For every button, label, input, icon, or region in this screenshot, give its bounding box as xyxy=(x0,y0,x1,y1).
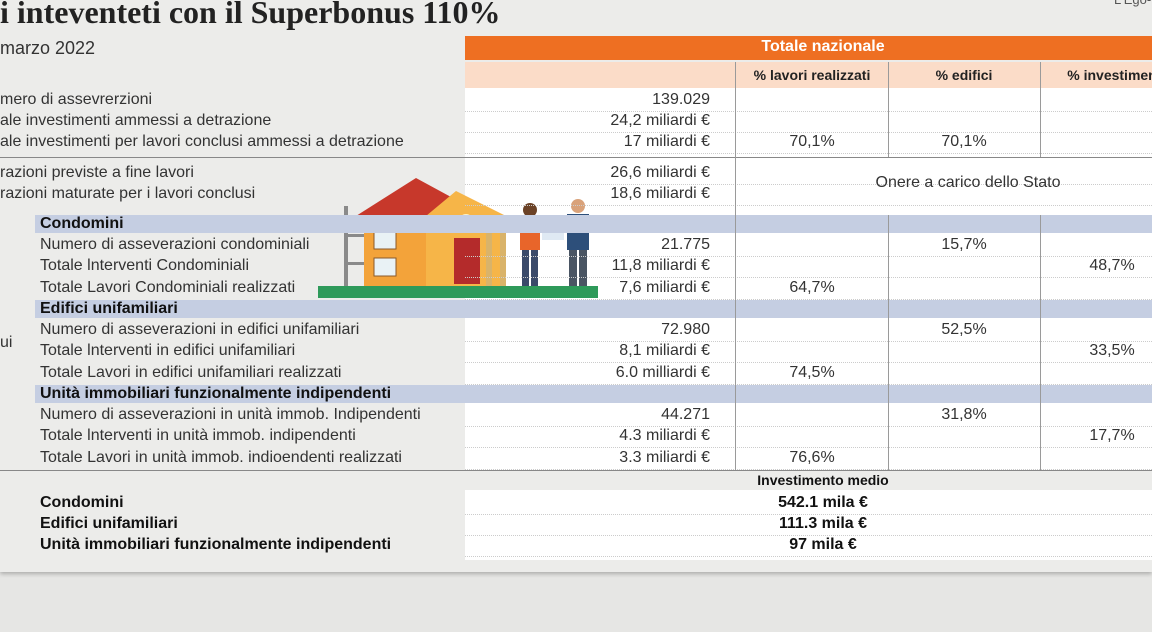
avg-label: Unità immobiliari funzionalmente indipen… xyxy=(40,536,392,554)
column-header: % investimen xyxy=(1067,67,1152,83)
source: L'Ego- xyxy=(1114,0,1151,10)
row-value: 26,6 miliardi € xyxy=(610,164,710,181)
avg-label: Edifici unifamiliari xyxy=(40,515,178,533)
row-value: 24,2 miliardi € xyxy=(610,112,710,129)
row-separator xyxy=(465,447,1152,449)
row-label: Totale lnterventi in edifici unifamiliar… xyxy=(40,342,296,360)
cell-value: 64,7% xyxy=(789,278,835,296)
row-separator xyxy=(465,184,1152,185)
avg-value: 542.1 mila € xyxy=(778,494,868,511)
cell-value: 70,1% xyxy=(789,133,835,150)
section-title: Edifici unifamiliari xyxy=(40,300,178,317)
row-label: Totale Lavori in unità immob. indioenden… xyxy=(40,448,402,466)
section-title: Condomini xyxy=(40,215,124,232)
column-header: % lavori realizzati xyxy=(753,67,871,83)
row-label: Totale Lavori in edifici unifamiliari re… xyxy=(40,363,342,381)
row-label: Totale lnterventi in unità immob. indipe… xyxy=(40,427,356,445)
group-header: Totale nazionale xyxy=(761,38,885,55)
section-band xyxy=(35,215,1152,233)
row-separator xyxy=(465,556,1152,558)
section-band xyxy=(35,300,1152,318)
row-label: ale investimenti per lavori conclusi amm… xyxy=(0,133,404,150)
row-value: 18,6 miliardi € xyxy=(610,185,710,202)
row-label: Numero di asseverazioni in edifici unifa… xyxy=(40,321,360,338)
row-separator xyxy=(465,111,1152,112)
avg-value: 97 mila € xyxy=(789,536,857,554)
row-separator xyxy=(465,205,1152,206)
row-separator xyxy=(465,256,1152,257)
avg-title: Investimento medio xyxy=(757,472,889,488)
row-separator xyxy=(465,535,1152,537)
header-bar xyxy=(465,36,1152,60)
row-separator xyxy=(465,426,1152,427)
section-band xyxy=(35,385,1152,403)
row-separator xyxy=(465,298,1152,300)
column-line xyxy=(1040,62,1041,157)
row-separator xyxy=(0,157,1152,158)
infographic: i inteventeti con il Superbonus 110% marz… xyxy=(0,0,1152,560)
avg-label: Condomini xyxy=(40,494,124,511)
row-value: 21.775 xyxy=(661,236,710,253)
note: Onere a carico dello Stato xyxy=(875,174,1061,191)
row-separator xyxy=(465,362,1152,364)
row-label: ale investimenti ammessi a detrazione xyxy=(0,112,272,129)
illustration xyxy=(318,178,598,298)
cell-value: 33,5% xyxy=(1089,342,1135,360)
cell-value: 48,7% xyxy=(1089,257,1135,275)
avg-header-area xyxy=(465,470,1152,490)
column-line xyxy=(735,62,736,470)
cell-value: 74,5% xyxy=(789,363,835,381)
row-separator xyxy=(465,468,1152,470)
cell-value: 70,1% xyxy=(941,133,987,150)
row-label: Totale lnterventi Condominiali xyxy=(40,257,249,275)
date: marzo 2022 xyxy=(0,38,96,58)
row-value: 7,6 miliardi € xyxy=(619,278,710,296)
row-value: 8,1 miliardi € xyxy=(619,342,710,360)
side-label: ui xyxy=(0,334,13,351)
row-value: 4.3 miliardi € xyxy=(619,427,710,445)
cell-value: 31,8% xyxy=(941,406,987,423)
avg-value: 111.3 mila € xyxy=(778,515,868,533)
row-value: 3.3 miliardi € xyxy=(619,448,710,466)
section-title: Unità immobiliari funzionalmente indipen… xyxy=(40,385,392,402)
row-separator xyxy=(465,277,1152,279)
cell-value: 17,7% xyxy=(1089,427,1135,445)
row-value: 6.0 milliardi € xyxy=(615,363,710,381)
row-label: Numero di asseverazioni in unità immob. … xyxy=(40,406,421,423)
column-line xyxy=(1040,215,1041,470)
row-label: Totale Lavori Condominiali realizzati xyxy=(40,278,296,296)
row-label: Numero di asseverazioni condominiali xyxy=(40,236,310,253)
avg-area xyxy=(465,490,1152,560)
row-value: 72.980 xyxy=(661,321,710,338)
row-value: 11,8 miliardi € xyxy=(611,257,710,275)
row-separator xyxy=(465,514,1152,515)
row-label: razioni maturate per i lavori conclusi xyxy=(0,185,256,202)
row-separator xyxy=(465,132,1152,133)
title: i inteventeti con il Superbonus 110% xyxy=(0,0,501,30)
cell-value: 76,6% xyxy=(789,448,835,466)
column-line xyxy=(888,62,889,157)
row-label: mero di assevrerzioni xyxy=(0,91,153,108)
cell-value: 15,7% xyxy=(941,236,987,253)
row-value: 139.029 xyxy=(652,91,710,108)
cell-value: 52,5% xyxy=(941,321,987,338)
column-header: % edifici xyxy=(935,67,993,83)
row-separator xyxy=(465,383,1152,385)
row-value: 44.271 xyxy=(661,406,710,423)
column-line xyxy=(888,215,889,470)
subheader-bar xyxy=(465,62,1152,88)
row-separator xyxy=(465,341,1152,342)
row-separator xyxy=(0,470,1152,471)
row-label: razioni previste a fine lavori xyxy=(0,164,194,181)
row-value: 17 miliardi € xyxy=(623,133,710,150)
row-separator xyxy=(465,153,1152,154)
